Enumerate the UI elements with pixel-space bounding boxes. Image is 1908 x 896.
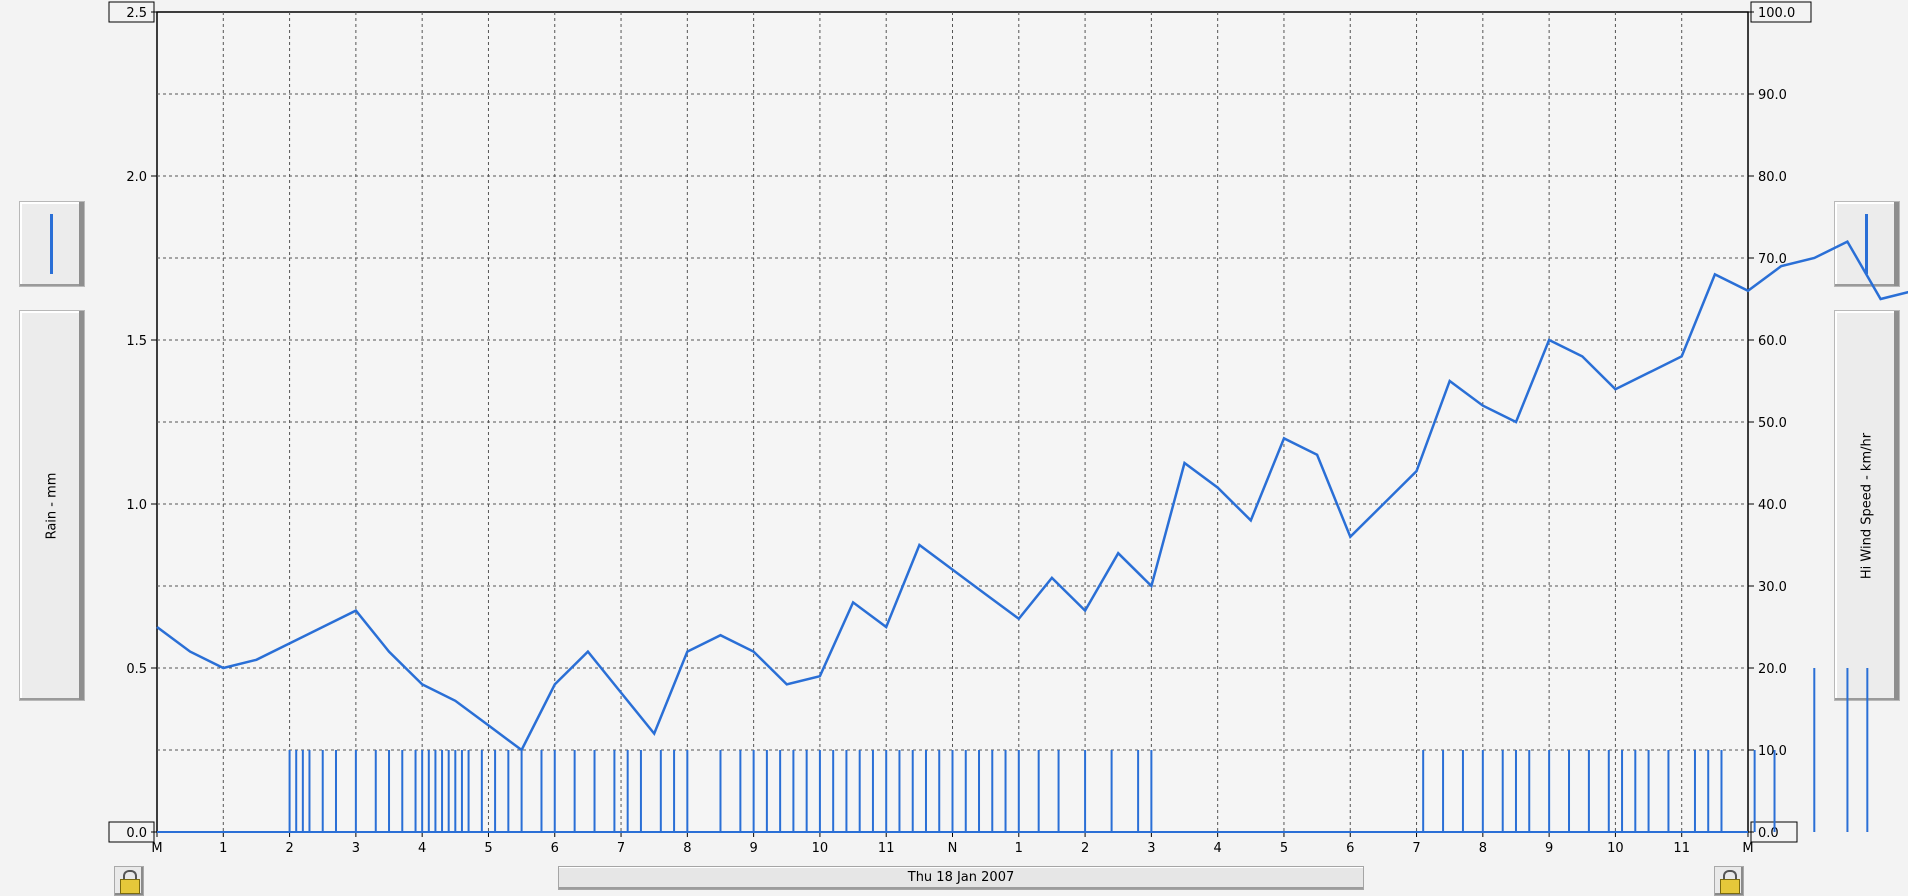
- y-right-top-label-box: [1750, 1, 1812, 23]
- x-tick-label: 3: [352, 841, 360, 856]
- x-tick-label: 4: [1214, 841, 1222, 856]
- y-left-tick-label: 1.5: [126, 334, 147, 349]
- x-tick-label: 11: [878, 841, 895, 856]
- date-label: Thu 18 Jan 2007: [907, 870, 1015, 885]
- x-tick-label: 7: [617, 841, 625, 856]
- x-tick-label: 4: [418, 841, 426, 856]
- y-left-tick-label: 2.0: [126, 170, 147, 185]
- x-tick-label: 5: [1280, 841, 1288, 856]
- right-lock-button[interactable]: [1714, 866, 1744, 896]
- left-axis-panel[interactable]: Rain - mm: [19, 310, 85, 701]
- x-tick-label: 9: [1545, 841, 1553, 856]
- x-tick-label: 11: [1673, 841, 1690, 856]
- wind-legend-swatch: [1865, 214, 1868, 274]
- left-lock-button[interactable]: [114, 866, 144, 896]
- y-right-tick-label: 70.0: [1758, 252, 1787, 267]
- y-left-bottom-label-box: [108, 821, 155, 843]
- x-tick-label: N: [948, 841, 958, 856]
- x-tick-label: 7: [1412, 841, 1420, 856]
- x-tick-label: 10: [1607, 841, 1624, 856]
- rain-legend-swatch: [50, 214, 53, 274]
- y-left-top-label-box: [108, 1, 155, 23]
- x-tick-label: 6: [551, 841, 559, 856]
- y-left-tick-label: 1.0: [126, 498, 147, 513]
- x-tick-label: 2: [1081, 841, 1089, 856]
- y-left-tick-label: 2.5: [126, 6, 147, 21]
- y-right-tick-label: 30.0: [1758, 580, 1787, 595]
- x-tick-label: 1: [219, 841, 227, 856]
- y-right-tick-label: 10.0: [1758, 744, 1787, 759]
- x-tick-label: 2: [285, 841, 293, 856]
- x-tick-label: 9: [749, 841, 757, 856]
- x-tick-label: 8: [1479, 841, 1487, 856]
- x-tick-label: 8: [683, 841, 691, 856]
- right-legend-panel[interactable]: [1834, 201, 1900, 287]
- y-right-tick-label: 20.0: [1758, 662, 1787, 677]
- x-tick-label: 6: [1346, 841, 1354, 856]
- y-right-tick-label: 60.0: [1758, 334, 1787, 349]
- y-right-tick-label: 100.0: [1758, 6, 1795, 21]
- x-tick-label: 1: [1015, 841, 1023, 856]
- wind-speed-line: [156, 239, 1908, 752]
- y-left-tick-label: 0.5: [126, 662, 147, 677]
- right-axis-panel[interactable]: Hi Wind Speed - km/hr: [1834, 310, 1900, 701]
- x-tick-label: 3: [1147, 841, 1155, 856]
- y-right-tick-label: 80.0: [1758, 170, 1787, 185]
- y-right-tick-label: 90.0: [1758, 88, 1787, 103]
- y-right-tick-label: 50.0: [1758, 416, 1787, 431]
- x-tick-label: 10: [812, 841, 829, 856]
- y-right-tick-label: 40.0: [1758, 498, 1787, 513]
- rain-wind-chart: M 1 2 3 4 5 6 7 8 9 10 11 N 1 2 3 4 5 6 7 8 9 10 11 M 0.0 0.5 1.0 1.…: [108, 1, 1908, 856]
- date-scroll-bar[interactable]: Thu 18 Jan 2007: [558, 866, 1364, 890]
- left-legend-panel[interactable]: [19, 201, 85, 287]
- x-tick-label: M: [151, 841, 162, 856]
- x-tick-label: M: [1742, 841, 1753, 856]
- x-tick-label: 5: [484, 841, 492, 856]
- y-left-tick-label: 0.0: [126, 826, 147, 841]
- y-right-tick-label: 0.0: [1758, 826, 1779, 841]
